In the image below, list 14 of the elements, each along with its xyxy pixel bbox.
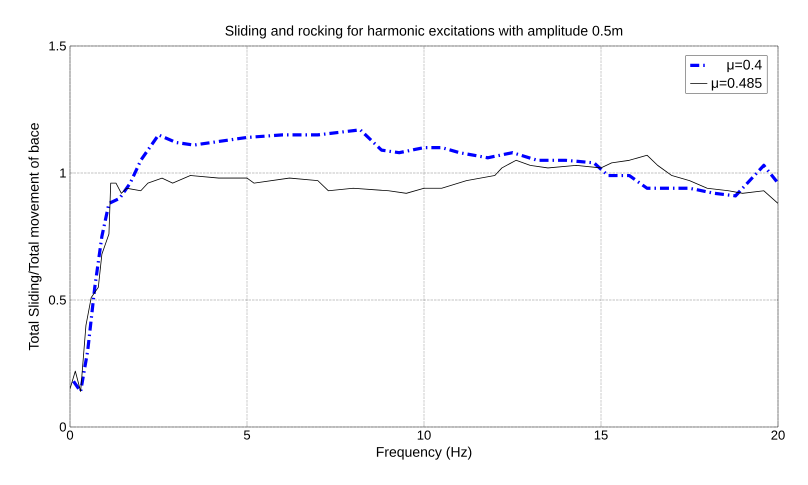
y-tick-label: 1 xyxy=(60,168,66,178)
y-axis-title: Total Sliding/Total movement of bace xyxy=(28,123,42,350)
y-tick-label: 1.5 xyxy=(49,41,66,51)
y-tick-label: 0.5 xyxy=(48,295,66,305)
x-tick-label: 10 xyxy=(418,430,431,440)
chart-title: Sliding and rocking for harmonic excitations with amplitude 0.5m xyxy=(225,25,622,38)
y-tick-label: 0 xyxy=(60,422,66,432)
legend-label: μ=0.485 xyxy=(712,78,762,90)
legend-label: μ=0.4 xyxy=(727,60,762,72)
x-tick-label: 5 xyxy=(244,430,250,440)
x-tick-label: 15 xyxy=(594,430,608,440)
x-tick-label: 20 xyxy=(771,430,785,440)
x-axis-title: Frequency (Hz) xyxy=(376,446,472,460)
x-tick-label: 0 xyxy=(66,430,74,440)
